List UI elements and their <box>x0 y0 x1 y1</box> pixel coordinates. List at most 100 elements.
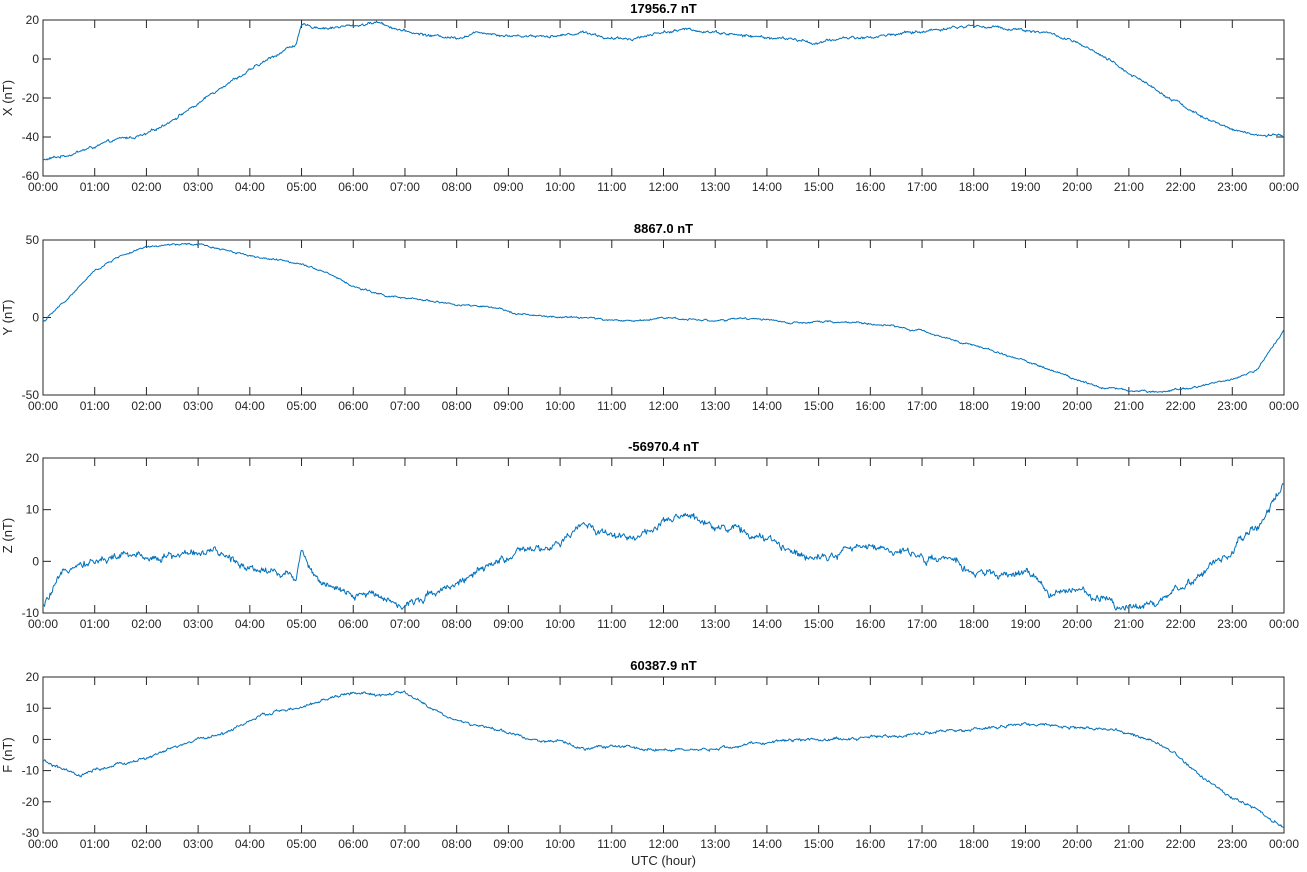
series-line-z <box>42 483 1285 611</box>
ylabel-x: X (nT) <box>0 80 15 116</box>
xtick-label: 07:00 <box>390 399 420 413</box>
xtick-label: 05:00 <box>287 180 317 194</box>
xtick-label: 07:00 <box>390 617 420 631</box>
xtick-label: 19:00 <box>1010 180 1040 194</box>
xtick-label: 12:00 <box>648 399 678 413</box>
xtick-label: 00:00 <box>28 180 58 194</box>
xtick-label: 22:00 <box>1166 180 1196 194</box>
xtick-label: 22:00 <box>1166 617 1196 631</box>
ytick-label: -30 <box>22 826 40 840</box>
xtick-label: 18:00 <box>959 617 989 631</box>
panel-f: 60387.9 nT F (nT) 00:00 01:00 02:00 03:00 04:0… <box>0 658 1299 868</box>
xtick-label: 00:00 <box>28 399 58 413</box>
ytick-label: -20 <box>22 795 40 809</box>
xtick-label: 09:00 <box>493 837 523 851</box>
ytick-label: 10 <box>26 503 40 517</box>
xtick-label: 05:00 <box>287 399 317 413</box>
xtick-label: 04:00 <box>235 617 265 631</box>
xtick-label: 03:00 <box>183 837 213 851</box>
xtick-label: 01:00 <box>80 617 110 631</box>
series-line-f <box>42 690 1285 829</box>
xtick-label: 14:00 <box>752 180 782 194</box>
xtick-label: 04:00 <box>235 399 265 413</box>
ytick-label: -10 <box>22 764 40 778</box>
xtick-label: 08:00 <box>442 180 472 194</box>
xtick-label: 15:00 <box>804 617 834 631</box>
xtick-label: 15:00 <box>804 180 834 194</box>
xtick-label: 09:00 <box>493 399 523 413</box>
axes-box-f <box>42 676 1285 834</box>
xtick-label: 01:00 <box>80 399 110 413</box>
ytick-label: 20 <box>26 670 40 684</box>
panel-y: 8867.0 nT Y (nT) 00:00 01:00 02:00 03:00 04:00… <box>0 221 1299 413</box>
xtick-label: 15:00 <box>804 399 834 413</box>
xtick-label: 10:00 <box>545 617 575 631</box>
xtick-label: 17:00 <box>907 399 937 413</box>
xtick-label: 23:00 <box>1217 837 1247 851</box>
xtick-label: 15:00 <box>804 837 834 851</box>
xtick-label: 02:00 <box>131 180 161 194</box>
panel-title-z: -56970.4 nT <box>628 439 699 454</box>
xtick-label: 14:00 <box>752 617 782 631</box>
xtick-label: 21:00 <box>1114 399 1144 413</box>
xtick-label: 18:00 <box>959 837 989 851</box>
xtick-label: 19:00 <box>1010 399 1040 413</box>
ytick-label: -20 <box>22 91 40 105</box>
xtick-label: 06:00 <box>338 180 368 194</box>
xtick-label: 08:00 <box>442 617 472 631</box>
xtick-label: 11:00 <box>597 617 626 631</box>
series-line-x <box>42 20 1285 161</box>
ytick-label: 0 <box>32 311 39 325</box>
xtick-label: 17:00 <box>907 180 937 194</box>
xtick-label: 21:00 <box>1114 837 1144 851</box>
xtick-label: 10:00 <box>545 399 575 413</box>
xtick-label: 00:00 <box>28 617 58 631</box>
xtick-label: 06:00 <box>338 617 368 631</box>
xtick-label: 23:00 <box>1217 617 1247 631</box>
xtick-label: 20:00 <box>1062 180 1092 194</box>
xtick-label: 03:00 <box>183 617 213 631</box>
xtick-label: 08:00 <box>442 837 472 851</box>
xtick-label: 01:00 <box>80 180 110 194</box>
ytick-label: 0 <box>32 554 39 568</box>
xtick-label: 02:00 <box>131 399 161 413</box>
xtick-label: 03:00 <box>183 399 213 413</box>
xtick-label: 01:00 <box>80 837 110 851</box>
xtick-label: 13:00 <box>700 837 730 851</box>
xtick-label: 16:00 <box>855 180 885 194</box>
xtick-label: 10:00 <box>545 837 575 851</box>
axes-box-x <box>42 19 1285 177</box>
xtick-label: 22:00 <box>1166 399 1196 413</box>
xtick-label: 23:00 <box>1217 399 1247 413</box>
ytick-label: 10 <box>26 701 40 715</box>
xtick-label: 12:00 <box>648 617 678 631</box>
series-line-y <box>42 242 1285 393</box>
panel-title-y: 8867.0 nT <box>634 221 693 236</box>
xtick-label: 07:00 <box>390 180 420 194</box>
ytick-label: 0 <box>32 52 39 66</box>
xtick-label: 00:00 <box>1269 399 1299 413</box>
panel-z: -56970.4 nT Z (nT) 00:00 01:00 02:00 03:00 04:… <box>0 439 1299 631</box>
ytick-label: -40 <box>22 130 40 144</box>
xtick-label: 18:00 <box>959 399 989 413</box>
xtick-label: 16:00 <box>855 837 885 851</box>
ytick-label: 50 <box>26 233 40 247</box>
ytick-label: -50 <box>22 388 40 402</box>
ytick-label: -60 <box>22 169 40 183</box>
xtick-label: 16:00 <box>855 399 885 413</box>
axes-box-y <box>42 239 1285 396</box>
xtick-label: 21:00 <box>1114 180 1144 194</box>
xtick-label: 09:00 <box>493 180 523 194</box>
xtick-label: 13:00 <box>700 180 730 194</box>
xtick-label: 16:00 <box>855 617 885 631</box>
xtick-label: 12:00 <box>648 180 678 194</box>
xtick-label: 06:00 <box>338 837 368 851</box>
xtick-label: 06:00 <box>338 399 368 413</box>
panel-x: 17956.7 nT X (nT) 00:00 01:00 02:00 03:00 04:0… <box>0 1 1299 194</box>
xtick-label: 19:00 <box>1010 837 1040 851</box>
xtick-label: 14:00 <box>752 837 782 851</box>
xtick-label: 07:00 <box>390 837 420 851</box>
xtick-label: 12:00 <box>648 837 678 851</box>
xtick-label: 05:00 <box>287 617 317 631</box>
